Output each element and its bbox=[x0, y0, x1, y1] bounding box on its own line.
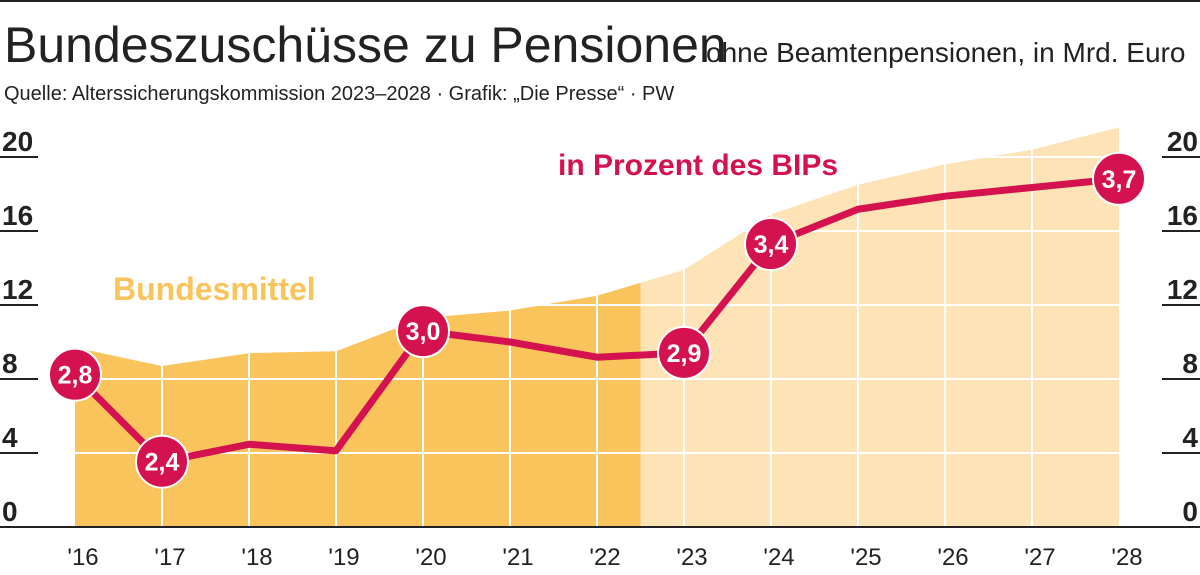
x-tick-label: '16 bbox=[67, 544, 98, 571]
point bbox=[1092, 151, 1146, 206]
value-label: 2,9 bbox=[667, 340, 702, 368]
x-tick-label: '20 bbox=[415, 544, 446, 571]
area-segment bbox=[1075, 127, 1119, 528]
y-tick-label: 0 bbox=[2, 496, 18, 527]
x-tick-label: '26 bbox=[937, 544, 968, 571]
x-tick-label: '18 bbox=[241, 544, 272, 571]
x-tick-label: '21 bbox=[502, 544, 533, 571]
source: Quelle: Alterssicherungskommission 2023–… bbox=[4, 83, 674, 105]
chart-title: Bundeszuschüsse zu Pensionen bbox=[4, 17, 727, 73]
legend-line: in Prozent des BIPs bbox=[558, 149, 838, 182]
y-tick-label-right: 4 bbox=[1182, 422, 1198, 453]
x-tick-label: '24 bbox=[763, 544, 794, 571]
x-tick-label: '19 bbox=[328, 544, 359, 571]
y-tick-label-right: 0 bbox=[1182, 496, 1198, 527]
x-tick-label: '17 bbox=[154, 544, 185, 571]
y-tick-label: 16 bbox=[2, 200, 33, 231]
x-tick-label: '27 bbox=[1024, 544, 1055, 571]
y-tick-label: 4 bbox=[2, 422, 18, 453]
value-label: 2,4 bbox=[145, 449, 180, 477]
line bbox=[72, 175, 1120, 466]
y-tick-label: 12 bbox=[2, 274, 33, 305]
point bbox=[657, 325, 711, 380]
y-tick-label-right: 20 bbox=[1167, 126, 1198, 157]
point bbox=[744, 217, 798, 272]
value-label: 3,0 bbox=[406, 318, 441, 346]
legend-area: Bundesmittel bbox=[113, 271, 316, 307]
y-tick-label: 20 bbox=[2, 126, 33, 157]
x-tick-label: '22 bbox=[589, 544, 620, 571]
y-tick-label-right: 16 bbox=[1167, 200, 1198, 231]
x-tick-label: '23 bbox=[676, 544, 707, 571]
y-tick-label-right: 8 bbox=[1182, 348, 1198, 379]
point bbox=[48, 347, 102, 402]
x-tick-label: '28 bbox=[1111, 544, 1142, 571]
x-tick-label: '25 bbox=[850, 544, 881, 571]
y-tick-label-right: 12 bbox=[1167, 274, 1198, 305]
value-label: 3,4 bbox=[754, 231, 789, 259]
chart-subtitle: ohne Beamtenpensionen, in Mrd. Euro bbox=[706, 37, 1185, 68]
y-tick-label: 8 bbox=[2, 348, 18, 379]
value-label: 3,7 bbox=[1102, 166, 1137, 194]
point bbox=[396, 304, 450, 359]
value-label: 2,8 bbox=[58, 362, 93, 390]
point bbox=[135, 434, 189, 489]
